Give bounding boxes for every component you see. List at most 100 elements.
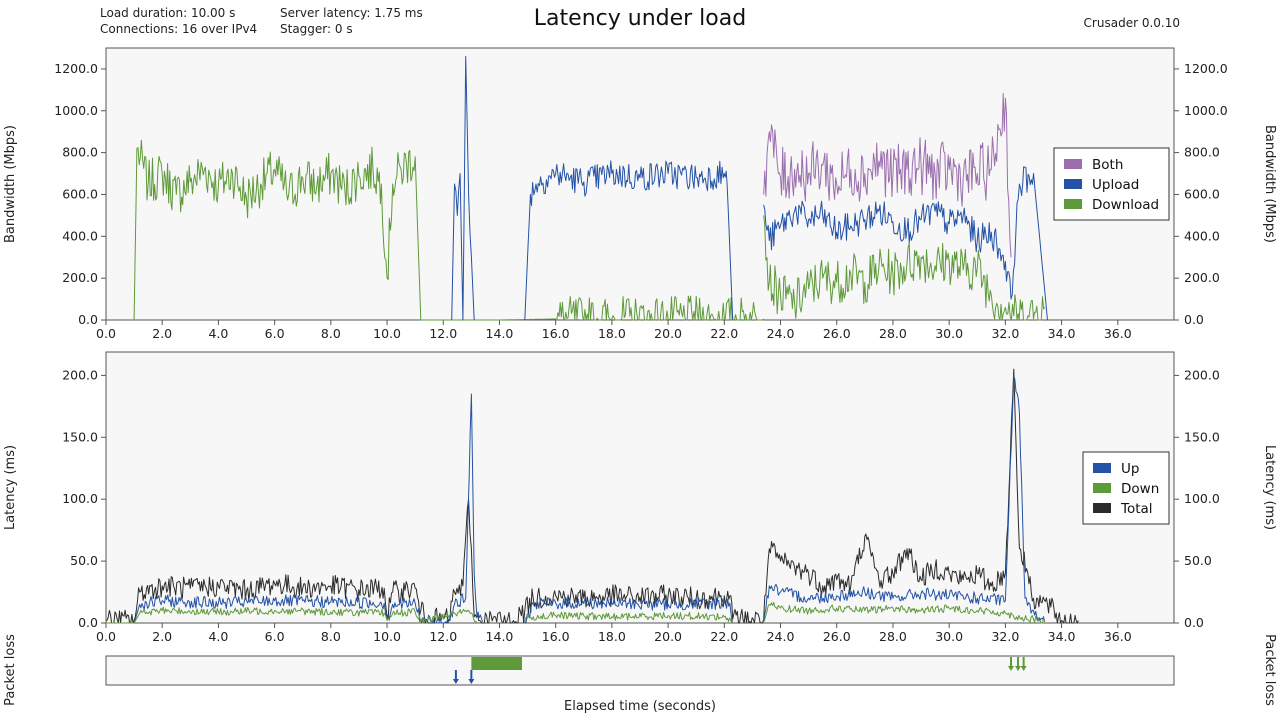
latency-y-axis-label: Latency (ms) [3,445,18,530]
bandwidth-x-tick-label: 36.0 [1104,326,1132,341]
latency-y-tick-label-right: 200.0 [1184,367,1220,382]
bandwidth-y-tick-label: 400.0 [62,228,98,243]
bandwidth-x-tick-label: 16.0 [542,326,570,341]
latency-series-up [763,374,1046,622]
latency-series-total [763,368,1079,624]
bandwidth-y-axis-label-right: Bandwidth (Mbps) [1262,125,1277,243]
bandwidth-x-tick-label: 34.0 [1048,326,1076,341]
bandwidth-series-upload [451,55,475,321]
packet-loss-label: Packet loss [3,634,18,706]
bandwidth-legend-label-both: Both [1092,157,1123,173]
latency-legend-label-up: Up [1121,461,1139,477]
bandwidth-series-download [133,139,422,321]
latency-x-tick-label: 8.0 [321,629,341,644]
load-duration: Load duration: 10.00 s [100,6,236,20]
latency-y-tick-label: 50.0 [70,553,98,568]
packet-loss-download-marker [1020,666,1027,671]
latency-series-down [106,606,478,624]
bandwidth-y-tick-label-right: 1000.0 [1184,103,1228,118]
bandwidth-x-tick-label: 22.0 [710,326,738,341]
latency-y-axis-label-right: Latency (ms) [1262,445,1277,530]
latency-series-down [524,611,733,623]
chart-title: Latency under load [533,6,747,31]
latency-x-tick-label: 20.0 [654,629,682,644]
latency-y-tick-label-right: 0.0 [1184,615,1204,630]
latency-y-tick-label: 100.0 [62,491,98,506]
stagger: Stagger: 0 s [280,22,353,36]
latency-legend-swatch-total [1093,503,1111,513]
bandwidth-legend-label-upload: Upload [1092,177,1139,193]
packet-loss-download-marker [1007,666,1014,671]
latency-y-tick-label: 150.0 [62,429,98,444]
bandwidth-y-tick-label-right: 600.0 [1184,186,1220,201]
bandwidth-legend-swatch-download [1064,199,1082,209]
bandwidth-y-tick-label: 600.0 [62,186,98,201]
latency-y-tick-label: 0.0 [78,615,98,630]
packet-loss-download-marker [1015,666,1022,671]
latency-x-tick-label: 6.0 [265,629,285,644]
version-label: Crusader 0.0.10 [1083,16,1180,30]
bandwidth-y-tick-label: 0.0 [78,312,98,327]
latency-y-tick-label-right: 150.0 [1184,429,1220,444]
latency-x-tick-label: 36.0 [1104,629,1132,644]
bandwidth-series-download [420,295,765,321]
bandwidth-series-upload [763,166,1048,321]
bandwidth-y-tick-label-right: 200.0 [1184,270,1220,285]
latency-x-tick-label: 32.0 [991,629,1019,644]
packet-loss-label-right: Packet loss [1262,634,1277,706]
latency-x-tick-label: 18.0 [598,629,626,644]
bandwidth-x-tick-label: 20.0 [654,326,682,341]
latency-x-tick-label: 2.0 [152,629,172,644]
bandwidth-x-tick-label: 12.0 [429,326,457,341]
latency-series-up [524,596,734,624]
bandwidth-x-tick-label: 4.0 [208,326,228,341]
latency-x-tick-label: 12.0 [429,629,457,644]
bandwidth-y-tick-label: 200.0 [62,270,98,285]
latency-series-total [105,498,480,624]
bandwidth-y-tick-label: 1200.0 [54,61,98,76]
bandwidth-legend-swatch-upload [1064,179,1082,189]
latency-y-tick-label-right: 100.0 [1184,491,1220,506]
latency-legend-swatch-down [1093,483,1111,493]
packet-loss-strip [105,655,1175,686]
bandwidth-x-tick-label: 30.0 [935,326,963,341]
bandwidth-series-upload [524,160,734,321]
latency-plot-area [105,351,1175,624]
packet-loss-download-band [471,657,522,670]
bandwidth-y-tick-label-right: 1200.0 [1184,61,1228,76]
bandwidth-x-tick-label: 32.0 [991,326,1019,341]
bandwidth-x-tick-label: 18.0 [598,326,626,341]
latency-x-tick-label: 22.0 [710,629,738,644]
latency-legend-swatch-up [1093,463,1111,473]
packet-loss-upload-marker [468,679,475,684]
latency-x-tick-label: 24.0 [767,629,795,644]
bandwidth-y-tick-label-right: 400.0 [1184,228,1220,243]
bandwidth-series-both [763,93,1012,258]
latency-x-tick-label: 26.0 [823,629,851,644]
bandwidth-x-tick-label: 8.0 [321,326,341,341]
bandwidth-y-tick-label-right: 800.0 [1184,145,1220,160]
bandwidth-y-tick-label: 800.0 [62,145,98,160]
bandwidth-x-tick-label: 28.0 [879,326,907,341]
bandwidth-series-download [763,215,1046,321]
latency-x-tick-label: 0.0 [96,629,116,644]
latency-y-tick-label: 200.0 [62,367,98,382]
latency-x-tick-label: 10.0 [373,629,401,644]
latency-series-up [106,393,484,624]
packet-loss-upload-marker [452,679,459,684]
bandwidth-legend-swatch-both [1064,159,1082,169]
bandwidth-x-tick-label: 10.0 [373,326,401,341]
bandwidth-y-tick-label-right: 0.0 [1184,312,1204,327]
bandwidth-x-tick-label: 2.0 [152,326,172,341]
latency-series-total [479,584,765,624]
bandwidth-x-tick-label: 14.0 [486,326,514,341]
bandwidth-legend-label-download: Download [1092,197,1159,213]
bandwidth-y-axis-label: Bandwidth (Mbps) [3,125,18,243]
latency-legend-label-total: Total [1120,501,1153,517]
latency-x-tick-label: 16.0 [542,629,570,644]
bandwidth-y-tick-label: 1000.0 [54,103,98,118]
latency-y-tick-label-right: 50.0 [1184,553,1212,568]
bandwidth-plot-area [105,47,1175,321]
latency-x-tick-label: 30.0 [935,629,963,644]
